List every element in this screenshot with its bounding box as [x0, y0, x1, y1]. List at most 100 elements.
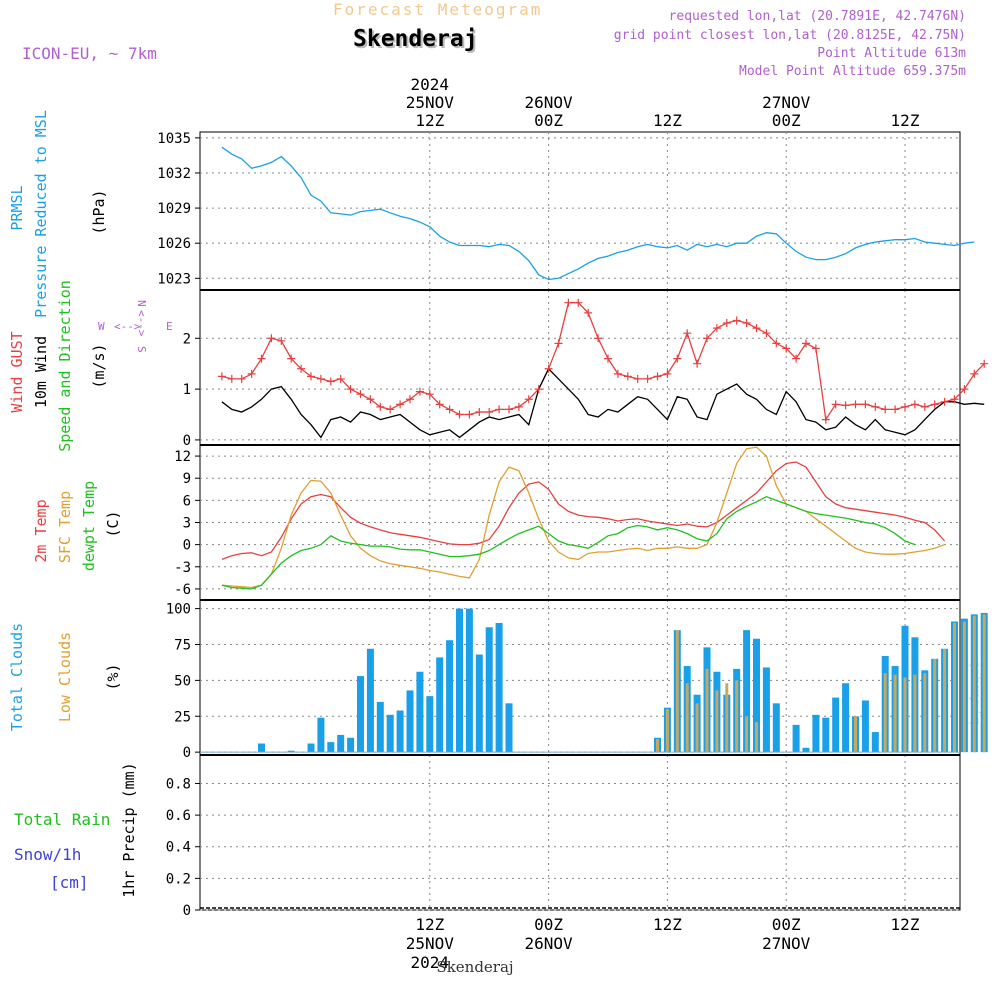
gust-marker: [217, 372, 226, 381]
compass-w: W: [98, 320, 105, 333]
low-cloud-bar: [665, 709, 669, 753]
gust-marker: [485, 407, 494, 416]
compass-n: N: [135, 300, 148, 307]
y-tick-label: 75: [174, 637, 191, 653]
total-cloud-bar: [792, 724, 800, 753]
y-tick-label: 1023: [157, 271, 191, 287]
gust-marker: [227, 374, 236, 383]
wind-gust-label: Wind GUST: [8, 331, 26, 412]
total-cloud-bar: [446, 640, 454, 753]
low-cloud-bar: [972, 615, 976, 753]
gust-marker: [821, 415, 830, 424]
time-label-bottom: 27NOV: [762, 934, 811, 953]
wind-10m-label: 10m Wind: [32, 336, 50, 408]
model-name: ICON-EU, ~ 7km: [22, 44, 157, 63]
gust-marker: [534, 385, 543, 394]
gust-marker: [336, 374, 345, 383]
y-tick-label: 12: [174, 449, 191, 465]
gust-marker: [930, 400, 939, 409]
gust-marker: [792, 354, 801, 363]
pressure-label-long: Pressure Reduced to MSL: [32, 110, 50, 318]
clouds-unit: (%): [104, 663, 122, 690]
gust-marker: [742, 319, 751, 328]
time-label-bottom: 26NOV: [525, 934, 574, 953]
total-cloud-bar: [307, 743, 315, 753]
gust-marker: [267, 334, 276, 343]
total-cloud-bar: [436, 657, 444, 753]
gust-marker: [623, 372, 632, 381]
gust-marker: [722, 319, 731, 328]
low-cloud-bar: [695, 703, 699, 753]
y-tick-label: -3: [174, 560, 191, 576]
total-cloud-bar: [495, 622, 503, 753]
low-cloud-bar: [854, 716, 857, 753]
low-cloud-bar: [883, 673, 887, 753]
y-tick-label: 1029: [157, 201, 191, 217]
compass-we-arrow: <-->: [114, 320, 141, 333]
pressure-frame: [199, 131, 961, 291]
total-cloud-bar: [871, 732, 879, 753]
temperature-panel: -6 -3 0 3 6 9 12: [174, 444, 961, 601]
gust-marker: [326, 377, 335, 386]
gust-marker: [376, 402, 385, 411]
y-tick-label: 3: [183, 516, 191, 532]
y-tick-label: 0.8: [166, 776, 191, 792]
low-cloud-bar: [725, 683, 729, 753]
y-tick-label: 1: [183, 382, 191, 398]
time-label-bottom: 00Z: [772, 915, 801, 934]
time-label-bottom: 12Z: [653, 915, 682, 934]
gust-marker: [712, 324, 721, 333]
total-cloud-bar: [327, 742, 335, 753]
low-cloud-bar: [745, 716, 749, 753]
gust-marker: [782, 344, 791, 353]
total-cloud-bar: [347, 737, 355, 753]
time-label-top: 27NOV: [762, 93, 811, 112]
gust-marker: [940, 397, 949, 406]
total-cloud-bar: [317, 717, 325, 753]
gust-marker: [653, 372, 662, 381]
compass-ns-arrow: <-->: [135, 310, 148, 337]
precip-axis-label: 1hr Precip (mm): [120, 762, 138, 897]
temp-dewpt-label: dewpt Temp: [80, 481, 98, 571]
gust-marker: [772, 339, 781, 348]
gust-marker: [287, 354, 296, 363]
low-clouds-label: Low Clouds: [56, 632, 74, 722]
low-cloud-bar: [953, 622, 956, 753]
gust-marker: [693, 359, 702, 368]
gust-marker: [673, 354, 682, 363]
total-cloud-bar: [762, 667, 770, 753]
total-cloud-bar: [376, 701, 384, 753]
low-cloud-bar: [933, 658, 937, 753]
gust-marker: [980, 359, 989, 368]
pressure-unit: (hPa): [90, 189, 108, 234]
gust-marker: [316, 374, 325, 383]
snow-unit-label: [cm]: [50, 873, 89, 892]
y-tick-label: 0.6: [166, 808, 191, 824]
time-label-top: 12Z: [415, 111, 444, 130]
bottom-station-label: Skenderaj: [436, 958, 513, 976]
requested-location: requested lon,lat (20.7891E, 42.7476N): [668, 9, 966, 24]
temp-dewpt-line: [221, 495, 916, 590]
gust-marker: [871, 402, 880, 411]
y-tick-label: 50: [174, 673, 191, 689]
y-tick-label: 9: [183, 471, 191, 487]
compass-s: S: [135, 346, 148, 353]
low-cloud-bar: [705, 668, 709, 753]
temp-2m-line: [221, 461, 946, 561]
wind-compass-legend: W <--> E N <--> S: [98, 300, 173, 353]
total-cloud-bar: [505, 703, 513, 753]
low-cloud-bar: [903, 677, 907, 753]
total-cloud-bar: [416, 671, 424, 753]
total-cloud-bar: [406, 690, 414, 753]
gust-marker: [297, 364, 306, 373]
low-cloud-bar: [675, 630, 679, 753]
gust-marker: [386, 405, 395, 414]
low-cloud-bar: [715, 690, 719, 753]
gust-marker: [604, 354, 612, 363]
low-cloud-bar: [923, 673, 927, 753]
total-cloud-bar: [485, 627, 493, 753]
pressure-line: [221, 146, 975, 281]
gust-marker: [247, 369, 256, 378]
gust-marker: [920, 402, 929, 411]
total-cloud-bar: [743, 630, 751, 753]
